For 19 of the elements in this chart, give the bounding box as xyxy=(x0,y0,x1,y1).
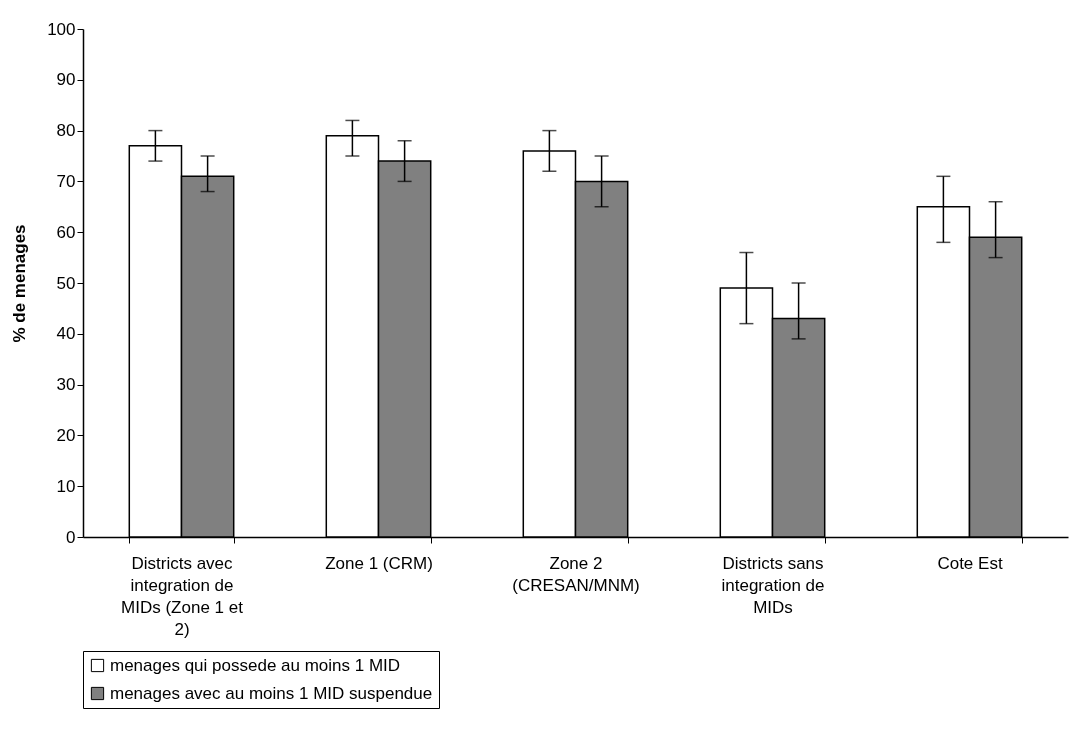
y-tick-label: 30 xyxy=(56,375,76,395)
y-tick-label: 40 xyxy=(56,324,76,344)
x-tick-label: Zone 1 (CRM) xyxy=(325,553,433,573)
y-tick-label: 20 xyxy=(56,425,76,445)
x-tick-label: Zone 2 (CRESAN/MNM) xyxy=(512,553,640,595)
x-tick-label: Districts sans integration de MIDs xyxy=(721,553,825,617)
y-tick-label: 100 xyxy=(47,19,76,39)
y-tick-label: 10 xyxy=(56,476,76,496)
y-tick-label: 60 xyxy=(56,222,76,242)
y-tick-label: 80 xyxy=(56,121,76,141)
y-tick-label: 70 xyxy=(56,171,76,191)
legend-label: menages qui possede au moins 1 MID xyxy=(110,655,401,675)
y-tick-label: 90 xyxy=(56,70,76,90)
y-tick-label: 0 xyxy=(66,527,76,547)
x-tick-label: Cote Est xyxy=(937,553,1003,573)
legend-label: menages avec au moins 1 MID suspendue xyxy=(110,683,433,703)
y-tick-label: 50 xyxy=(56,273,76,293)
x-tick-label: Districts avec integration de MIDs (Zone 1 et 2) xyxy=(121,553,244,639)
y-axis-title: % de menages xyxy=(10,224,30,343)
